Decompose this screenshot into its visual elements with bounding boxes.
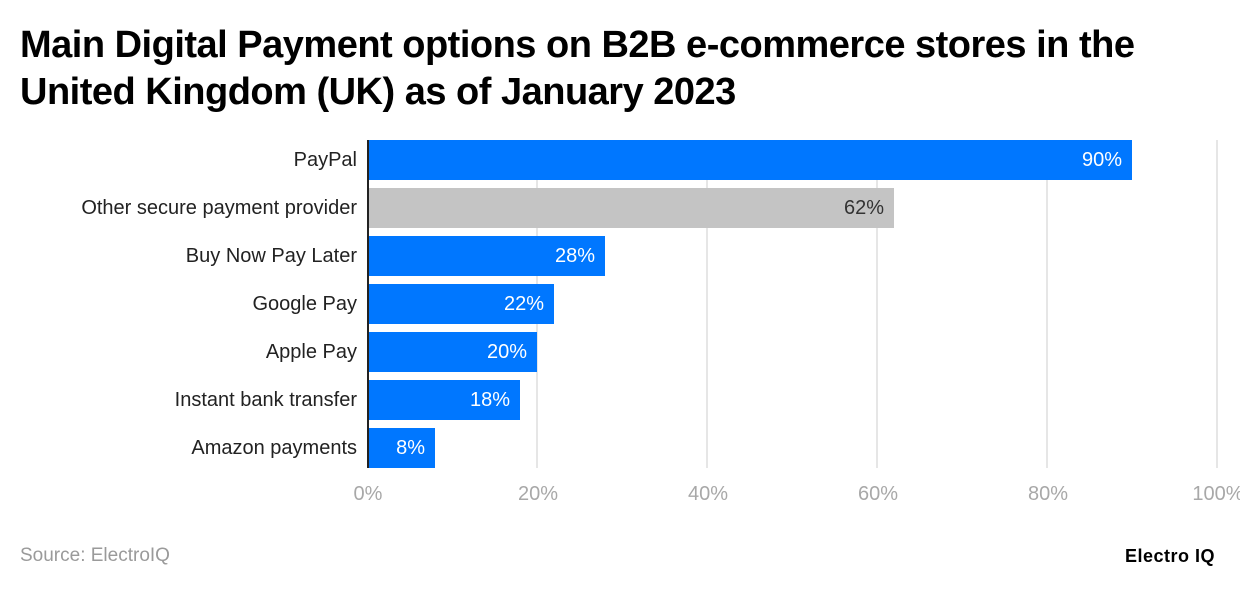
gridline — [1216, 140, 1218, 468]
x-tick-label: 40% — [687, 483, 729, 505]
category-label: Other secure payment provider — [81, 197, 357, 219]
gridline — [876, 140, 878, 468]
x-tick-label: 100% — [1192, 483, 1240, 505]
category-label: Apple Pay — [265, 341, 357, 363]
value-label: 62% — [843, 197, 884, 219]
value-label: 20% — [486, 341, 527, 363]
bar: 28% — [369, 236, 605, 276]
chart-title: Main Digital Payment options on B2B e-co… — [20, 24, 1135, 113]
source-note: Source: ElectroIQ — [20, 545, 170, 566]
bar: 18% — [369, 380, 520, 420]
bar: 90% — [369, 140, 1132, 180]
category-label: Buy Now Pay Later — [185, 245, 357, 267]
bar: 20% — [369, 332, 537, 372]
bar: 8% — [369, 428, 435, 468]
gridline — [1046, 140, 1048, 468]
bar: 62% — [369, 188, 894, 228]
value-label: 8% — [396, 437, 425, 459]
value-label: 28% — [554, 245, 595, 267]
y-axis-line — [367, 140, 369, 468]
value-label: 18% — [469, 389, 510, 411]
plot-area: 90% 62% 28% 22% 20% 18% 8% — [367, 140, 1218, 468]
category-label: Google Pay — [252, 293, 357, 315]
x-tick-label: 60% — [857, 483, 899, 505]
value-label: 22% — [503, 293, 544, 315]
x-tick-label: 80% — [1027, 483, 1069, 505]
x-tick-label: 20% — [517, 483, 559, 505]
brand-logo: Electro IQ — [1124, 546, 1215, 566]
category-label: Amazon payments — [191, 437, 357, 459]
gridline — [706, 140, 708, 468]
value-label: 90% — [1081, 149, 1122, 171]
category-label: Instant bank transfer — [174, 389, 357, 411]
bar: 22% — [369, 284, 554, 324]
x-tick-label: 0% — [353, 483, 383, 505]
category-label: PayPal — [293, 149, 357, 171]
